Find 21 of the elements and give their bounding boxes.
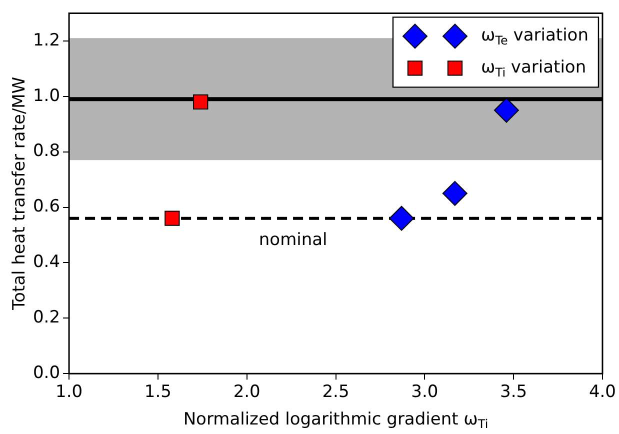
y-tick-label: 0.4: [32, 252, 60, 272]
ref-line-label: nominal: [258, 230, 328, 250]
x-tick-label: 4.0: [588, 382, 616, 402]
y-tick-label: 0.8: [32, 141, 60, 162]
x-tick-label: 3.5: [500, 382, 528, 402]
x-tick-label: 2.0: [233, 382, 260, 402]
x-tick-label: 3.0: [411, 382, 438, 402]
point: [193, 94, 208, 110]
y-tick-label: 0.6: [32, 196, 60, 217]
y-tick-label: 0.2: [32, 308, 60, 328]
y-axis-title: Total heat transfer rate/MW: [9, 76, 30, 311]
y-tick-label: 1.2: [32, 30, 60, 50]
x-tick-label: 1.5: [144, 382, 172, 402]
y-tick-label: 0.0: [32, 363, 60, 384]
y-tick-label: 1.0: [32, 86, 60, 106]
x-tick-label: 1.0: [56, 382, 83, 402]
x-tick-label: 2.5: [322, 382, 350, 402]
point: [389, 206, 414, 231]
point: [442, 180, 468, 206]
point: [164, 210, 180, 226]
point: [494, 98, 519, 123]
